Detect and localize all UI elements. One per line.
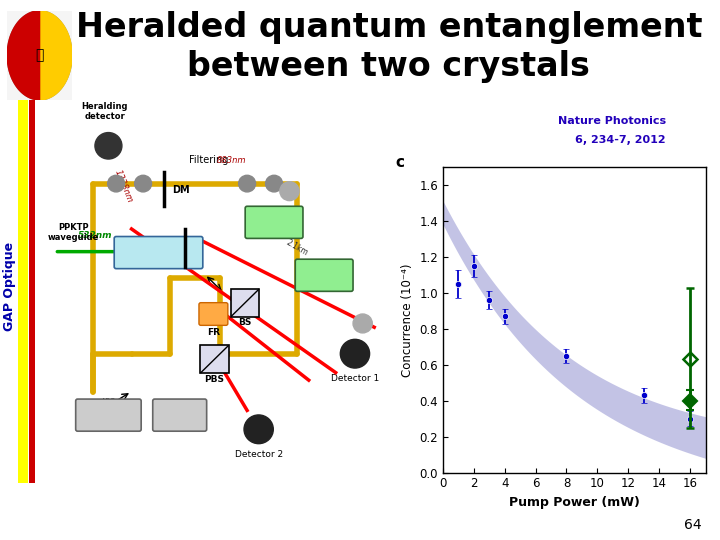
Circle shape	[238, 176, 256, 192]
Circle shape	[95, 132, 122, 159]
Text: 6, 234-7, 2012: 6, 234-7, 2012	[575, 135, 666, 145]
FancyBboxPatch shape	[114, 237, 203, 268]
Text: $M_B$: $M_B$	[266, 213, 282, 226]
Text: $M_A$: $M_A$	[316, 266, 333, 279]
Circle shape	[244, 415, 274, 444]
Text: PBS: PBS	[204, 375, 225, 384]
X-axis label: Pump Power (mW): Pump Power (mW)	[509, 496, 639, 509]
Circle shape	[266, 176, 282, 192]
Circle shape	[135, 176, 152, 192]
Text: 🦅: 🦅	[35, 49, 44, 62]
Text: BS: BS	[238, 319, 252, 327]
Text: 532nm: 532nm	[78, 232, 112, 240]
Text: AFC
preparation: AFC preparation	[86, 398, 131, 417]
Text: DM: DM	[172, 185, 189, 195]
Y-axis label: Concurrence (10⁻⁴): Concurrence (10⁻⁴)	[400, 263, 413, 377]
Polygon shape	[7, 11, 72, 100]
Text: 1338nm: 1338nm	[113, 169, 135, 205]
Text: c: c	[395, 155, 405, 170]
Text: Heralding
detector: Heralding detector	[81, 102, 128, 122]
Circle shape	[108, 176, 125, 192]
Polygon shape	[40, 11, 72, 100]
FancyBboxPatch shape	[199, 302, 228, 325]
FancyBboxPatch shape	[295, 259, 353, 292]
FancyBboxPatch shape	[153, 399, 207, 431]
Text: Nature Photonics: Nature Photonics	[558, 116, 666, 126]
Text: Detector 2: Detector 2	[235, 450, 283, 459]
Polygon shape	[7, 11, 40, 100]
Circle shape	[353, 314, 372, 333]
FancyBboxPatch shape	[76, 399, 141, 431]
Text: Filtering: Filtering	[189, 155, 228, 165]
FancyBboxPatch shape	[246, 206, 303, 239]
Text: FR: FR	[207, 328, 220, 337]
Text: Switch: Switch	[165, 408, 194, 417]
FancyBboxPatch shape	[200, 346, 229, 373]
Text: PPKTP
waveguide: PPKTP waveguide	[48, 223, 99, 242]
Text: 64: 64	[685, 518, 702, 532]
Text: 883nm: 883nm	[217, 156, 246, 165]
FancyBboxPatch shape	[231, 289, 259, 316]
Text: 2.1km: 2.1km	[284, 238, 310, 258]
Text: GAP Optique: GAP Optique	[3, 241, 16, 331]
Text: Detector 1: Detector 1	[330, 375, 379, 383]
Circle shape	[341, 339, 369, 368]
Text: Heralded quantum entanglement
between two crystals: Heralded quantum entanglement between tw…	[76, 11, 702, 83]
Circle shape	[280, 181, 299, 201]
